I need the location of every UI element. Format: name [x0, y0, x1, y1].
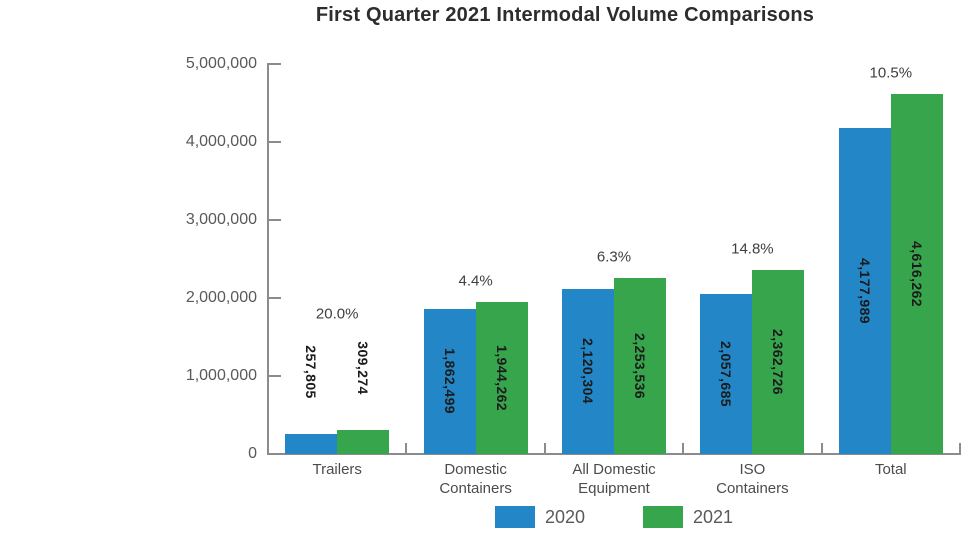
- bar-2021-iso-containers: [752, 269, 805, 454]
- x-axis-category-label-domestic-containers: Domestic Containers: [439, 461, 512, 497]
- y-axis-tick-label: 3,000,000: [185, 211, 257, 228]
- x-axis-category-label-trailers: Trailers: [312, 461, 362, 478]
- legend-swatch-2020: [494, 506, 535, 528]
- y-axis-tick-label: 5,000,000: [185, 55, 257, 72]
- bar-2021-all-domestic-equipment: [614, 278, 666, 454]
- bar-2021-trailers: [337, 429, 390, 454]
- y-axis-tick: [268, 453, 281, 455]
- legend: 2020 2021: [268, 503, 960, 531]
- value-label-2021-all-domestic-equipment: 2,253,536: [632, 333, 648, 400]
- y-axis-tick: [268, 219, 281, 221]
- chart-title: First Quarter 2021 Intermodal Volume Com…: [315, 4, 815, 26]
- bar-2020-total: [838, 128, 891, 454]
- value-label-2021-total: 4,616,262: [908, 241, 925, 307]
- percent-change-label-iso-containers: 14.8%: [731, 240, 774, 258]
- x-axis-line: [267, 453, 961, 455]
- legend-item-2021: 2021: [643, 506, 733, 528]
- bar-2020-trailers: [285, 433, 338, 454]
- value-label-2021-trailers: 309,274: [355, 341, 372, 395]
- legend-label-2020: 2020: [544, 506, 585, 527]
- value-label-2020-total: 4,177,989: [856, 258, 873, 324]
- y-axis-tick: [268, 63, 281, 65]
- percent-change-label-domestic-containers: 4.4%: [458, 272, 493, 290]
- y-axis-tick-label: 2,000,000: [185, 289, 257, 306]
- x-axis-tick: [959, 443, 961, 454]
- legend-swatch-2021: [643, 506, 683, 528]
- x-axis-category-label-iso-containers: ISO Containers: [716, 461, 789, 497]
- value-label-2020-iso-containers: 2,057,685: [718, 340, 735, 407]
- x-axis-tick: [405, 443, 408, 454]
- percent-change-label-total: 10.5%: [869, 64, 913, 82]
- value-label-2021-domestic-containers: 1,944,262: [493, 345, 510, 412]
- y-axis-tick: [268, 297, 281, 299]
- legend-item-2020: 2020: [494, 506, 585, 528]
- y-axis-tick-label: 1,000,000: [185, 367, 257, 384]
- y-axis-tick-label: 4,000,000: [185, 133, 257, 150]
- bar-2020-iso-containers: [700, 293, 753, 454]
- x-axis-category-label-all-domestic-equipment: All Domestic Equipment: [572, 461, 656, 497]
- legend-label-2021: 2021: [693, 506, 734, 527]
- x-axis-tick: [543, 443, 546, 454]
- y-axis-tick: [268, 375, 281, 377]
- bar-2021-total: [890, 93, 943, 454]
- bar-2020-all-domestic-equipment: [562, 288, 614, 454]
- value-label-2021-iso-containers: 2,362,726: [770, 328, 787, 395]
- percent-change-label-trailers: 20.0%: [315, 305, 359, 323]
- value-label-2020-all-domestic-equipment: 2,120,304: [580, 338, 596, 405]
- y-axis-line: [267, 63, 269, 455]
- value-label-2020-trailers: 257,805: [303, 345, 320, 399]
- x-axis-tick: [820, 443, 823, 454]
- bar-2021-domestic-containers: [475, 302, 528, 454]
- x-axis-category-label-total: Total: [874, 461, 907, 478]
- value-label-2020-domestic-containers: 1,862,499: [441, 348, 458, 415]
- percent-change-label-all-domestic-equipment: 6.3%: [596, 248, 632, 266]
- y-axis-tick: [268, 141, 281, 143]
- bar-2020-domestic-containers: [423, 308, 476, 454]
- x-axis-tick: [682, 443, 685, 454]
- y-axis-tick-label: 0: [248, 445, 257, 462]
